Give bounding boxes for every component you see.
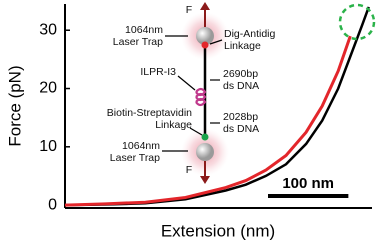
bead bbox=[196, 27, 214, 45]
data-line bbox=[64, 35, 352, 207]
pointer bbox=[209, 39, 223, 45]
annotation: ILPR-I3 bbox=[140, 66, 176, 78]
annotation: 1064nm bbox=[122, 140, 160, 152]
arrow-head bbox=[200, 2, 210, 10]
annotation: 1064nm bbox=[125, 24, 163, 36]
pointer bbox=[189, 127, 203, 136]
y-tick-label: 10 bbox=[39, 138, 57, 155]
inset-diagram bbox=[162, 2, 229, 184]
annotation: Linkage bbox=[224, 40, 261, 52]
y-axis-title: Force (pN) bbox=[5, 65, 24, 146]
y-tick-label: 20 bbox=[39, 80, 57, 97]
highlight-circle bbox=[338, 3, 376, 41]
y-tick-label: 30 bbox=[39, 21, 57, 38]
scale-bar-label: 100 nm bbox=[282, 175, 334, 192]
plot-area bbox=[64, 4, 372, 209]
x-axis-title: Extension (nm) bbox=[161, 221, 275, 240]
bead bbox=[196, 143, 214, 161]
annotation: Biotin-Streptavidin bbox=[107, 107, 192, 119]
force-label: F bbox=[186, 4, 192, 16]
annotation: Linkage bbox=[155, 119, 192, 131]
annotation: Laser Trap bbox=[113, 36, 163, 48]
biotin-linkage bbox=[201, 133, 209, 141]
arrow-head bbox=[200, 176, 210, 184]
annotation: 2028bp bbox=[223, 111, 258, 123]
annotation: ds DNA bbox=[223, 123, 259, 135]
labels: 0 10 20 30 Force (pN) Extension (nm) 100 nm 106… bbox=[5, 4, 334, 241]
pointer bbox=[177, 75, 196, 91]
dig-linkage bbox=[201, 41, 209, 49]
force-label: F bbox=[186, 164, 192, 176]
annotation: ds DNA bbox=[223, 80, 259, 92]
ilpr-coil bbox=[195, 87, 207, 107]
y-tick-label: 0 bbox=[48, 196, 57, 213]
annotation: 2690bp bbox=[223, 68, 258, 80]
annotation: Laser Trap bbox=[110, 152, 160, 164]
annotation: Dig-Antidig bbox=[224, 28, 276, 40]
